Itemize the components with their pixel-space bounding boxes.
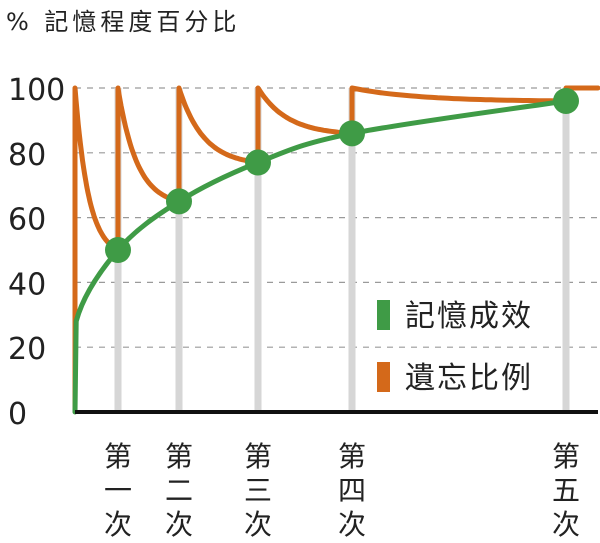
x-tick-label-3-char-3: 次 xyxy=(244,508,272,541)
x-tick-label-1-char-1: 第 xyxy=(104,440,132,473)
y-axis-label: % 記憶程度百分比 xyxy=(6,8,241,36)
y-tick-80: 80 xyxy=(8,138,46,173)
grid-lines xyxy=(75,87,598,348)
y-tick-20: 20 xyxy=(8,332,46,367)
y-tick-0: 0 xyxy=(8,397,27,432)
review-point-3 xyxy=(245,149,271,176)
legend-label-2: 遺忘比例 xyxy=(405,361,533,396)
legend-label-1: 記憶成效 xyxy=(405,299,533,334)
legend-swatch-1 xyxy=(377,300,390,330)
review-point-4 xyxy=(339,120,365,147)
review-point-1 xyxy=(105,237,131,263)
x-tick-label-2-char-2: 二 xyxy=(165,474,193,507)
review-point-5 xyxy=(553,87,579,114)
x-tick-label-4-char-1: 第 xyxy=(338,440,366,473)
review-points xyxy=(105,87,579,263)
x-tick-label-5-char-3: 次 xyxy=(552,508,580,541)
x-tick-label-1-char-3: 次 xyxy=(104,508,132,541)
legend-swatch-2 xyxy=(377,362,390,392)
x-tick-label-5-char-2: 五 xyxy=(552,474,580,507)
y-tick-labels: 0 20 40 60 80 100 xyxy=(8,73,65,432)
review-point-2 xyxy=(166,188,192,215)
x-tick-label-3-char-1: 第 xyxy=(244,440,272,473)
x-tick-label-4-char-3: 次 xyxy=(338,508,366,541)
x-tick-label-3-char-2: 三 xyxy=(244,474,272,507)
x-tick-label-4-char-2: 四 xyxy=(338,474,366,507)
x-tick-label-1-char-2: 一 xyxy=(104,474,132,507)
forget-curve-line xyxy=(72,85,600,253)
x-tick-label-2-char-1: 第 xyxy=(165,440,193,473)
y-tick-100: 100 xyxy=(8,73,65,108)
x-tick-label-5-char-1: 第 xyxy=(552,440,580,473)
y-tick-60: 60 xyxy=(8,203,46,238)
y-tick-40: 40 xyxy=(8,267,46,302)
x-tick-label-2-char-3: 次 xyxy=(165,508,193,541)
